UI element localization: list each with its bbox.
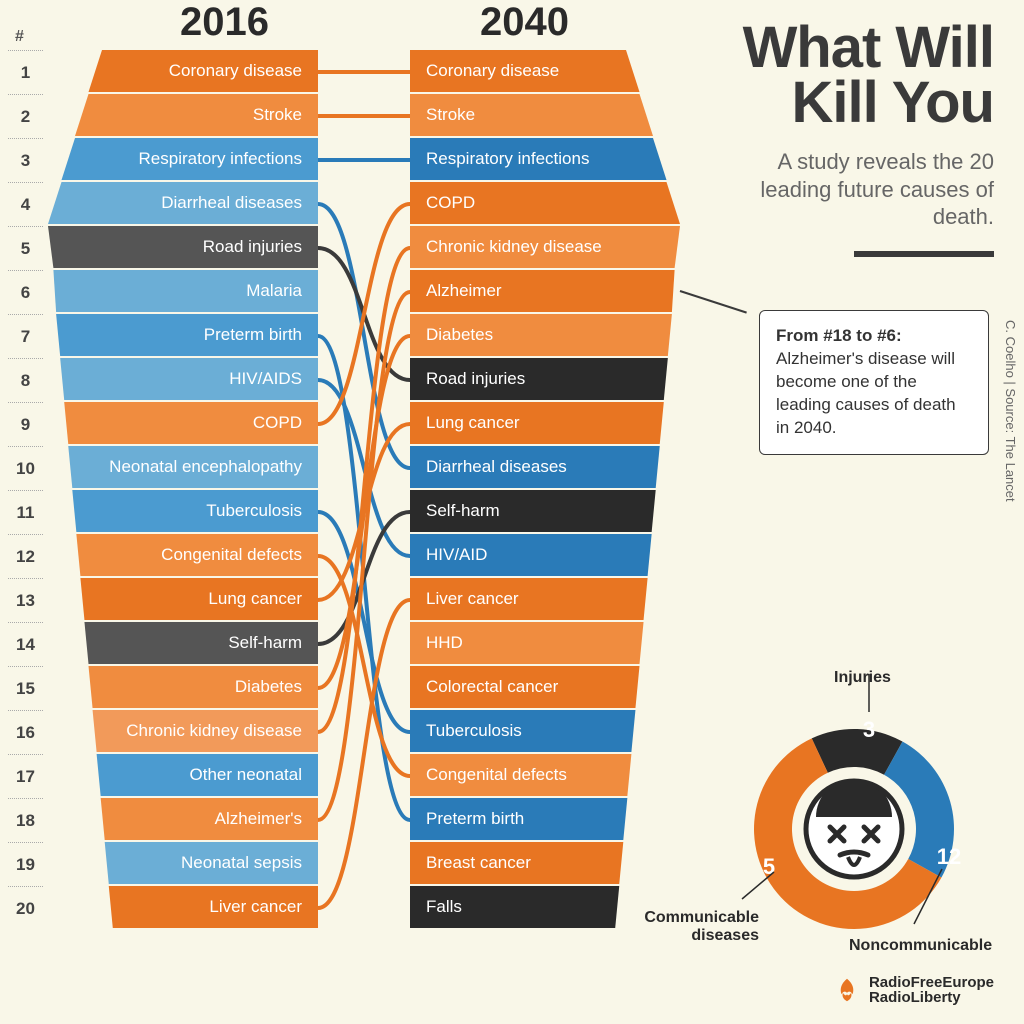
bar-2016-rank20: Liver cancer xyxy=(48,886,318,928)
bar-2016-rank2: Stroke xyxy=(48,94,318,136)
bar-2016-rank17: Other neonatal xyxy=(48,754,318,796)
bar-2040-rank5: Chronic kidney disease xyxy=(410,226,680,268)
rank-number: 14 xyxy=(8,622,43,666)
bar-2040-rank6: Alzheimer xyxy=(410,270,680,312)
rank-number: 9 xyxy=(8,402,43,446)
logo-line1: RadioFreeEurope xyxy=(869,974,994,991)
bar-2040-rank11: Self-harm xyxy=(410,490,680,532)
bar-2016-rank12: Congenital defects xyxy=(48,534,318,576)
subtitle: A study reveals the 20 leading future ca… xyxy=(704,148,994,231)
infographic-container: What Will Kill You A study reveals the 2… xyxy=(0,0,1024,1024)
bar-2040-rank4: COPD xyxy=(410,182,680,224)
callout-pointer-line xyxy=(680,290,747,314)
bar-2016-rank13: Lung cancer xyxy=(48,578,318,620)
logo-text: RadioFreeEurope RadioLiberty xyxy=(869,975,994,1007)
bar-2040-rank10: Diarrheal diseases xyxy=(410,446,680,488)
bar-2016-rank11: Tuberculosis xyxy=(48,490,318,532)
rank-number: 13 xyxy=(8,578,43,622)
bar-2016-rank10: Neonatal encephalopathy xyxy=(48,446,318,488)
rferl-flame-icon xyxy=(833,976,861,1004)
logo-line2: RadioLiberty xyxy=(869,989,961,1006)
alzheimer-callout: From #18 to #6: Alzheimer's disease will… xyxy=(759,310,989,455)
rank-number: 15 xyxy=(8,666,43,710)
rank-number: 7 xyxy=(8,314,43,358)
main-title: What Will Kill You xyxy=(704,20,994,130)
bar-2016-rank1: Coronary disease xyxy=(48,50,318,92)
callout-body: Alzheimer's disease will become one of t… xyxy=(776,349,956,437)
bar-2016-rank14: Self-harm xyxy=(48,622,318,664)
bar-2016-rank8: HIV/AIDS xyxy=(48,358,318,400)
rank-number: 16 xyxy=(8,710,43,754)
rank-number: 1 xyxy=(8,50,43,94)
rank-number: 4 xyxy=(8,182,43,226)
rank-number: 17 xyxy=(8,754,43,798)
source-logo: RadioFreeEurope RadioLiberty xyxy=(833,975,994,1007)
connector-line xyxy=(318,600,410,908)
bar-2016-rank9: COPD xyxy=(48,402,318,444)
bar-2040-rank3: Respiratory infections xyxy=(410,138,680,180)
rank-number: 18 xyxy=(8,798,43,842)
rank-number: 2 xyxy=(8,94,43,138)
bar-2016-rank15: Diabetes xyxy=(48,666,318,708)
author-credit: C. Coelho | Source: The Lancet xyxy=(1003,320,1018,502)
donut-chart-area: 3 5 12 Injuries Communicablediseases Non… xyxy=(734,709,974,949)
connector-line xyxy=(318,380,410,556)
rank-hash-symbol: # xyxy=(15,28,24,46)
rank-number: 11 xyxy=(8,490,43,534)
bar-2016-rank3: Respiratory infections xyxy=(48,138,318,180)
bar-2016-rank4: Diarrheal diseases xyxy=(48,182,318,224)
bar-2040-rank1: Coronary disease xyxy=(410,50,680,92)
rank-number: 20 xyxy=(8,886,43,930)
rank-number: 12 xyxy=(8,534,43,578)
bar-2016-rank16: Chronic kidney disease xyxy=(48,710,318,752)
title-block: What Will Kill You A study reveals the 2… xyxy=(704,20,994,257)
bar-2040-rank8: Road injuries xyxy=(410,358,680,400)
bar-2040-rank7: Diabetes xyxy=(410,314,680,356)
title-line2: Kill You xyxy=(791,70,994,135)
rank-number-column: 1234567891011121314151617181920 xyxy=(8,50,43,930)
callout-heading: From #18 to #6: xyxy=(776,326,902,345)
bar-2040-rank13: Liver cancer xyxy=(410,578,680,620)
bar-2016-rank5: Road injuries xyxy=(48,226,318,268)
bar-2016-rank7: Preterm birth xyxy=(48,314,318,356)
column-2016: Coronary diseaseStrokeRespiratory infect… xyxy=(48,50,318,930)
bar-2040-rank9: Lung cancer xyxy=(410,402,680,444)
bar-2040-rank14: HHD xyxy=(410,622,680,664)
rank-number: 3 xyxy=(8,138,43,182)
year-header-left: 2016 xyxy=(180,0,269,45)
donut-pointer-lines xyxy=(634,664,1024,964)
bar-2016-rank18: Alzheimer's xyxy=(48,798,318,840)
rank-number: 10 xyxy=(8,446,43,490)
rank-connector-lines xyxy=(318,50,410,930)
bar-2016-rank19: Neonatal sepsis xyxy=(48,842,318,884)
rank-number: 19 xyxy=(8,842,43,886)
bar-2040-rank2: Stroke xyxy=(410,94,680,136)
title-underline xyxy=(854,251,994,257)
bar-2016-rank6: Malaria xyxy=(48,270,318,312)
bar-2040-rank12: HIV/AID xyxy=(410,534,680,576)
year-header-right: 2040 xyxy=(480,0,569,45)
rank-number: 8 xyxy=(8,358,43,402)
rank-number: 5 xyxy=(8,226,43,270)
rank-number: 6 xyxy=(8,270,43,314)
